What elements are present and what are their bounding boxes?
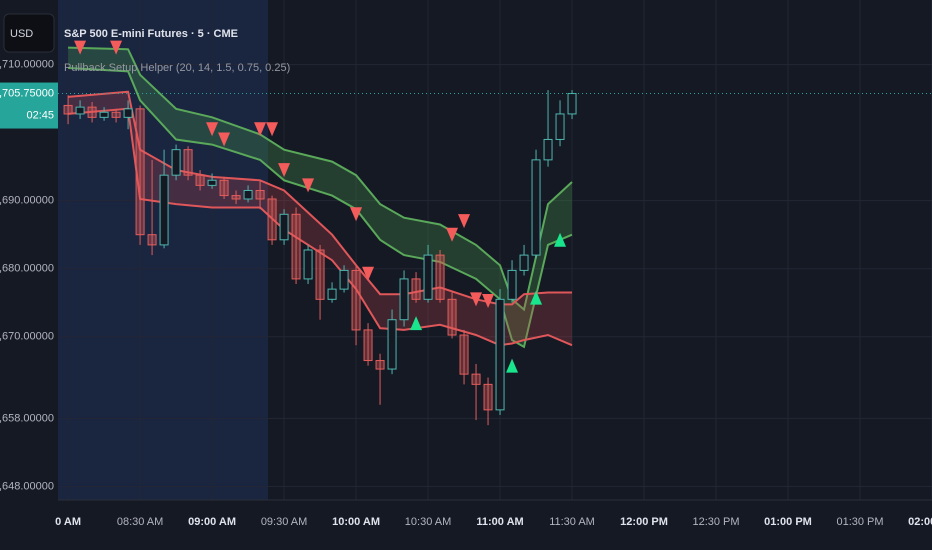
candle-body <box>387 319 397 370</box>
currency: USD <box>10 28 33 40</box>
candle-body <box>231 195 241 200</box>
y-tick-label: 5,670.00000 <box>0 331 54 343</box>
candle-body <box>291 213 301 280</box>
session-highlight <box>58 0 268 500</box>
signal-marker <box>554 232 567 247</box>
x-tick-label: 11:00 AM <box>476 516 523 528</box>
candle-body <box>255 189 265 200</box>
band-lower <box>68 107 573 347</box>
candle-body <box>207 179 217 186</box>
last-price-box <box>0 82 58 129</box>
signal-marker <box>110 40 123 55</box>
candle-body <box>459 334 469 375</box>
y-tick-label: 5,690.00000 <box>0 195 54 207</box>
candle-body <box>99 111 109 118</box>
x-tick-label: 12:00 PM <box>620 516 668 528</box>
candle-body <box>315 249 325 300</box>
last-price-label: 5,705.75000 <box>0 87 54 99</box>
signal-marker <box>482 294 495 309</box>
candle-body <box>519 254 529 271</box>
candle-body <box>147 234 157 246</box>
candle-body <box>267 198 277 241</box>
x-tick-label: 02:00 PM <box>908 516 932 528</box>
candle-body <box>327 288 337 300</box>
signal-marker <box>206 122 219 137</box>
candle-body <box>375 360 385 370</box>
countdown: 02:45 <box>26 109 54 121</box>
x-tick-label: 01:00 PM <box>764 516 812 528</box>
candle-body <box>471 373 481 385</box>
signal-marker <box>470 292 483 307</box>
x-tick-label: 10:30 AM <box>405 516 451 528</box>
candle-body <box>111 111 121 118</box>
x-tick-label: 12:30 PM <box>692 516 739 528</box>
currency-button[interactable] <box>3 13 55 53</box>
candle-body <box>279 213 289 241</box>
band-lower <box>68 67 573 349</box>
signal-marker <box>506 358 519 373</box>
signal-marker <box>446 227 459 242</box>
y-tick-label: 5,658.00000 <box>0 412 54 424</box>
chart-title: S&P 500 E-mini Futures · 5 · CME <box>64 28 238 40</box>
candle-body <box>435 254 445 300</box>
candle-body <box>531 159 541 256</box>
candle-body <box>543 138 553 161</box>
x-tick-label: 09:30 AM <box>261 516 307 528</box>
candle-body <box>243 189 253 200</box>
indicator-name: Pullback Setup Helper (20, 14, 1.5, 0.75… <box>64 62 290 74</box>
signal-marker <box>266 122 279 137</box>
signal-marker <box>362 266 375 281</box>
candle-body <box>567 93 577 115</box>
x-tick-label: 10:00 AM <box>332 516 380 528</box>
candle-body <box>411 278 421 300</box>
candle-body <box>363 329 373 362</box>
candle-body <box>135 108 145 236</box>
y-tick-label: 5,710.00000 <box>0 59 54 71</box>
candle-body <box>183 149 193 176</box>
x-tick-label: 0 AM <box>55 516 81 528</box>
candle-body <box>483 383 493 411</box>
x-tick-label: 01:30 PM <box>836 516 883 528</box>
candle-body <box>507 269 517 300</box>
plot <box>58 40 932 426</box>
signal-marker <box>302 178 315 193</box>
band-upper <box>68 46 573 312</box>
candle-body <box>495 298 505 411</box>
signal-marker <box>254 122 267 137</box>
candle-body <box>555 113 565 140</box>
candle-body <box>87 106 97 118</box>
candle-body <box>339 269 349 290</box>
candle-body <box>219 179 229 197</box>
candle-body <box>171 149 181 176</box>
x-tick-label: 09:00 AM <box>188 516 236 528</box>
candle-body <box>159 174 169 246</box>
price-axis <box>0 0 58 500</box>
grid <box>58 0 932 500</box>
candle-body <box>303 249 313 280</box>
signal-marker <box>218 132 231 147</box>
candle-body <box>75 106 85 115</box>
candle-body <box>195 174 205 186</box>
candle-body <box>423 254 433 300</box>
signal-marker <box>458 214 471 229</box>
signal-marker <box>278 163 291 178</box>
y-tick-label: 5,648.00000 <box>0 480 54 492</box>
axes: 5,710.00000 5,690.00000 5,680.00000 5,670.0… <box>0 59 932 528</box>
signal-marker <box>74 40 87 55</box>
y-tick-label: 5,680.00000 <box>0 263 54 275</box>
candle-body <box>351 269 361 331</box>
signal-marker <box>410 316 423 331</box>
x-tick-label: 11:30 AM <box>549 516 595 528</box>
signal-marker <box>530 290 543 305</box>
x-tick-label: 08:30 AM <box>117 516 163 528</box>
candle-body <box>447 298 457 336</box>
signal-marker <box>350 207 363 222</box>
candle-body <box>399 278 409 321</box>
band-fill <box>68 91 572 346</box>
candle-body <box>63 104 73 115</box>
band-fill <box>68 47 572 347</box>
candle-body <box>123 108 133 118</box>
